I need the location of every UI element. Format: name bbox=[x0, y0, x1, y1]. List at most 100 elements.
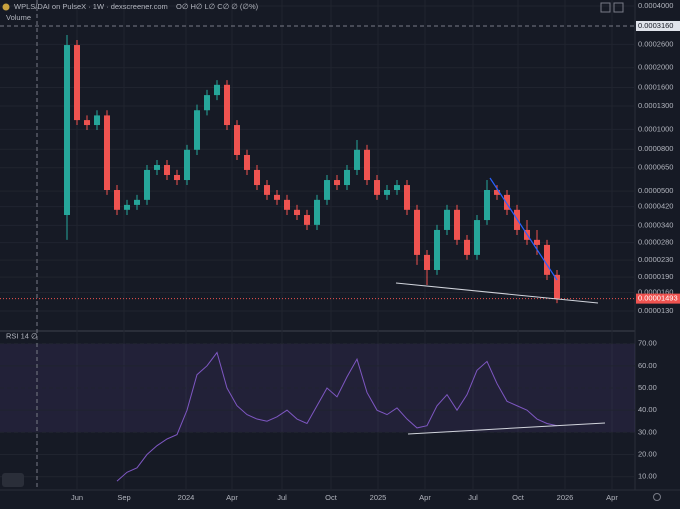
candle-body bbox=[224, 84, 230, 126]
candle-body bbox=[74, 45, 80, 121]
y-tick-label: 60.00 bbox=[638, 361, 657, 370]
candle-body bbox=[504, 194, 510, 210]
candle-body bbox=[114, 190, 120, 210]
x-tick-label: 2026 bbox=[557, 493, 574, 502]
candle-body bbox=[374, 180, 380, 195]
candle-body bbox=[454, 209, 460, 240]
y-tick-label: 0.0004000 bbox=[638, 1, 673, 10]
y-tick-label: 0.0002000 bbox=[638, 63, 673, 72]
y-tick-label: 20.00 bbox=[638, 450, 657, 459]
x-tick-label: Apr bbox=[226, 493, 238, 502]
candle-body bbox=[274, 194, 280, 200]
candle-body bbox=[334, 180, 340, 186]
x-tick-label: Jun bbox=[71, 493, 83, 502]
ohlc-legend: O∅ H∅ L∅ C∅ ∅ (∅%) bbox=[176, 2, 259, 11]
candle-body bbox=[144, 169, 150, 200]
candle-body bbox=[64, 45, 70, 216]
x-tick-label: Apr bbox=[606, 493, 618, 502]
y-tick-label: 10.00 bbox=[638, 472, 657, 481]
candle-body bbox=[244, 154, 250, 170]
candle-body bbox=[234, 125, 240, 155]
y-tick-label: 70.00 bbox=[638, 339, 657, 348]
rsi-line bbox=[116, 351, 558, 482]
candle-body bbox=[364, 149, 370, 181]
x-tick-label: Sep bbox=[117, 493, 130, 502]
candle-body bbox=[84, 120, 90, 126]
y-tick-label: 0.0000130 bbox=[638, 306, 673, 315]
y-tick-label: 30.00 bbox=[638, 427, 657, 436]
y-tick-label: 0.0000230 bbox=[638, 255, 673, 264]
candle-body bbox=[284, 199, 290, 210]
candle-body bbox=[184, 149, 190, 181]
rsi-support-line bbox=[407, 422, 606, 435]
y-tick-label: 0.0001300 bbox=[638, 101, 673, 110]
y-tick-label: 50.00 bbox=[638, 383, 657, 392]
x-tick-label: Jul bbox=[468, 493, 478, 502]
logo[interactable] bbox=[2, 473, 24, 487]
rsi-title: RSI 14 ∅ bbox=[6, 332, 38, 341]
candle-body bbox=[214, 84, 220, 96]
x-tick-label: Oct bbox=[325, 493, 338, 502]
y-tick-label: 0.0000800 bbox=[638, 144, 673, 153]
candle-body bbox=[414, 209, 420, 255]
candle-body bbox=[264, 185, 270, 195]
y-tick-label: 40.00 bbox=[638, 405, 657, 414]
candle-body bbox=[254, 169, 260, 186]
y-tick-label: 0.0000420 bbox=[638, 202, 673, 211]
candle-body bbox=[344, 169, 350, 186]
candle-body bbox=[484, 190, 490, 221]
marks bbox=[0, 34, 635, 482]
candle-body bbox=[194, 110, 200, 150]
candle-body bbox=[394, 185, 400, 191]
trend-line bbox=[489, 177, 558, 281]
x-tick-label: 2024 bbox=[178, 493, 195, 502]
candle-body bbox=[324, 180, 330, 200]
candle-body bbox=[164, 165, 170, 175]
y-tick-label: 0.0000500 bbox=[638, 186, 673, 195]
candle-body bbox=[384, 190, 390, 195]
y-tick-label: 0.0000340 bbox=[638, 220, 673, 229]
candle-body bbox=[464, 239, 470, 255]
candle-body bbox=[434, 229, 440, 270]
crosshair-label-box bbox=[636, 21, 680, 31]
y-tick-label: 0.0001600 bbox=[638, 83, 673, 92]
candle-body bbox=[494, 190, 500, 195]
last-price-label: 0.00001493 bbox=[638, 294, 678, 303]
candle-body bbox=[174, 174, 180, 181]
y-tick-label: 0.0000190 bbox=[638, 272, 673, 281]
support-line bbox=[395, 282, 599, 304]
candle-body bbox=[474, 220, 480, 255]
y-tick-label: 0.0000280 bbox=[638, 238, 673, 247]
crosshair-label: 0.0003160 bbox=[638, 21, 673, 30]
y-tick-label: 0.0001000 bbox=[638, 124, 673, 133]
settings-button[interactable] bbox=[600, 2, 611, 13]
x-tick-label: Jul bbox=[277, 493, 287, 502]
maximize-button[interactable] bbox=[613, 2, 624, 13]
candle-body bbox=[134, 199, 140, 205]
last-price-box bbox=[636, 293, 680, 304]
time-settings-button[interactable] bbox=[653, 493, 661, 501]
candle-body bbox=[444, 209, 450, 230]
candle-body bbox=[314, 199, 320, 225]
y-tick-label: 0.0002600 bbox=[638, 39, 673, 48]
candle-body bbox=[104, 115, 110, 191]
candle-body bbox=[354, 149, 360, 170]
x-tick-label: 2025 bbox=[370, 493, 387, 502]
x-tick-label: Oct bbox=[512, 493, 525, 502]
candle-body bbox=[544, 244, 550, 275]
x-tick-label: Apr bbox=[419, 493, 431, 502]
volume-label: Volume bbox=[6, 13, 31, 22]
labels: 0.0004000 0.0002600 0.0002000 0.0001600 0.00… bbox=[71, 1, 680, 502]
candle-body bbox=[534, 239, 540, 245]
candle-body bbox=[124, 204, 130, 210]
candle-body bbox=[554, 274, 560, 299]
y-tick-label: 0.0000650 bbox=[638, 163, 673, 172]
candle-body bbox=[304, 215, 310, 225]
candle-body bbox=[424, 254, 430, 270]
pair-icon bbox=[2, 3, 10, 11]
y-tick-label: 0.0000160 bbox=[638, 287, 673, 296]
candle-body bbox=[204, 95, 210, 111]
chart-title: WPLS/DAI on PulseX · 1W · dexscreener.co… bbox=[14, 2, 168, 11]
